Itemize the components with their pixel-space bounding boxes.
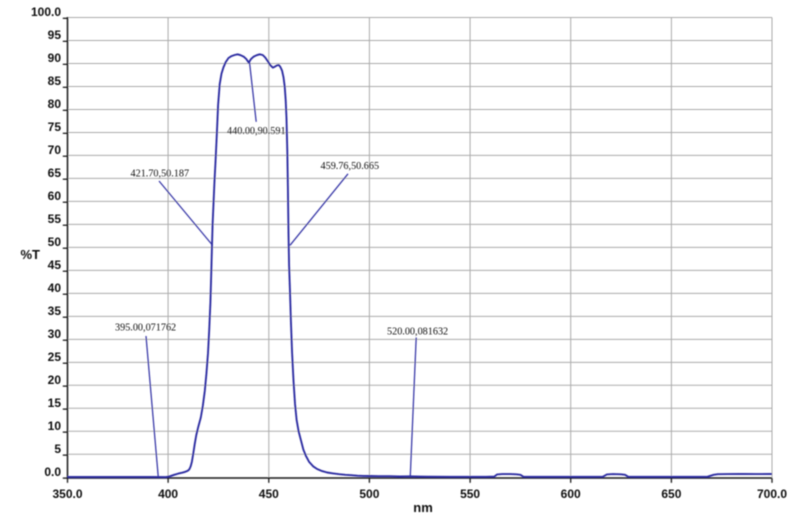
svg-text:520.00,081632: 520.00,081632: [387, 326, 448, 337]
svg-text:650: 650: [661, 487, 681, 501]
svg-text:50: 50: [48, 235, 62, 249]
svg-text:700.0: 700.0: [757, 487, 787, 501]
svg-text:395.00,071762: 395.00,071762: [115, 323, 176, 334]
svg-text:90: 90: [48, 51, 62, 65]
svg-text:350.0: 350.0: [52, 487, 82, 501]
svg-text:421.70,50.187: 421.70,50.187: [131, 169, 190, 180]
svg-text:0.0: 0.0: [44, 465, 61, 479]
svg-text:80: 80: [48, 97, 62, 111]
svg-text:95: 95: [48, 28, 62, 42]
svg-text:85: 85: [48, 74, 62, 88]
svg-text:65: 65: [48, 166, 62, 180]
svg-text:35: 35: [48, 304, 62, 318]
svg-text:500: 500: [359, 487, 379, 501]
svg-text:10: 10: [48, 419, 62, 433]
svg-text:459.76,50.665: 459.76,50.665: [321, 161, 380, 172]
svg-text:400: 400: [158, 487, 178, 501]
svg-text:70: 70: [48, 143, 62, 157]
svg-text:60: 60: [48, 189, 62, 203]
svg-text:45: 45: [48, 258, 62, 272]
svg-text:450: 450: [259, 487, 279, 501]
svg-text:20: 20: [48, 373, 62, 387]
svg-text:100.0: 100.0: [31, 5, 61, 19]
svg-text:440.00,90.591: 440.00,90.591: [227, 126, 286, 137]
svg-text:nm: nm: [413, 500, 433, 515]
svg-text:25: 25: [48, 350, 62, 364]
svg-text:%T: %T: [21, 247, 41, 262]
svg-text:600: 600: [561, 487, 581, 501]
svg-text:30: 30: [48, 327, 62, 341]
svg-text:55: 55: [48, 212, 62, 226]
svg-text:550: 550: [460, 487, 480, 501]
svg-text:5: 5: [54, 442, 61, 456]
svg-text:15: 15: [48, 396, 62, 410]
svg-text:75: 75: [48, 120, 62, 134]
svg-text:40: 40: [48, 281, 62, 295]
